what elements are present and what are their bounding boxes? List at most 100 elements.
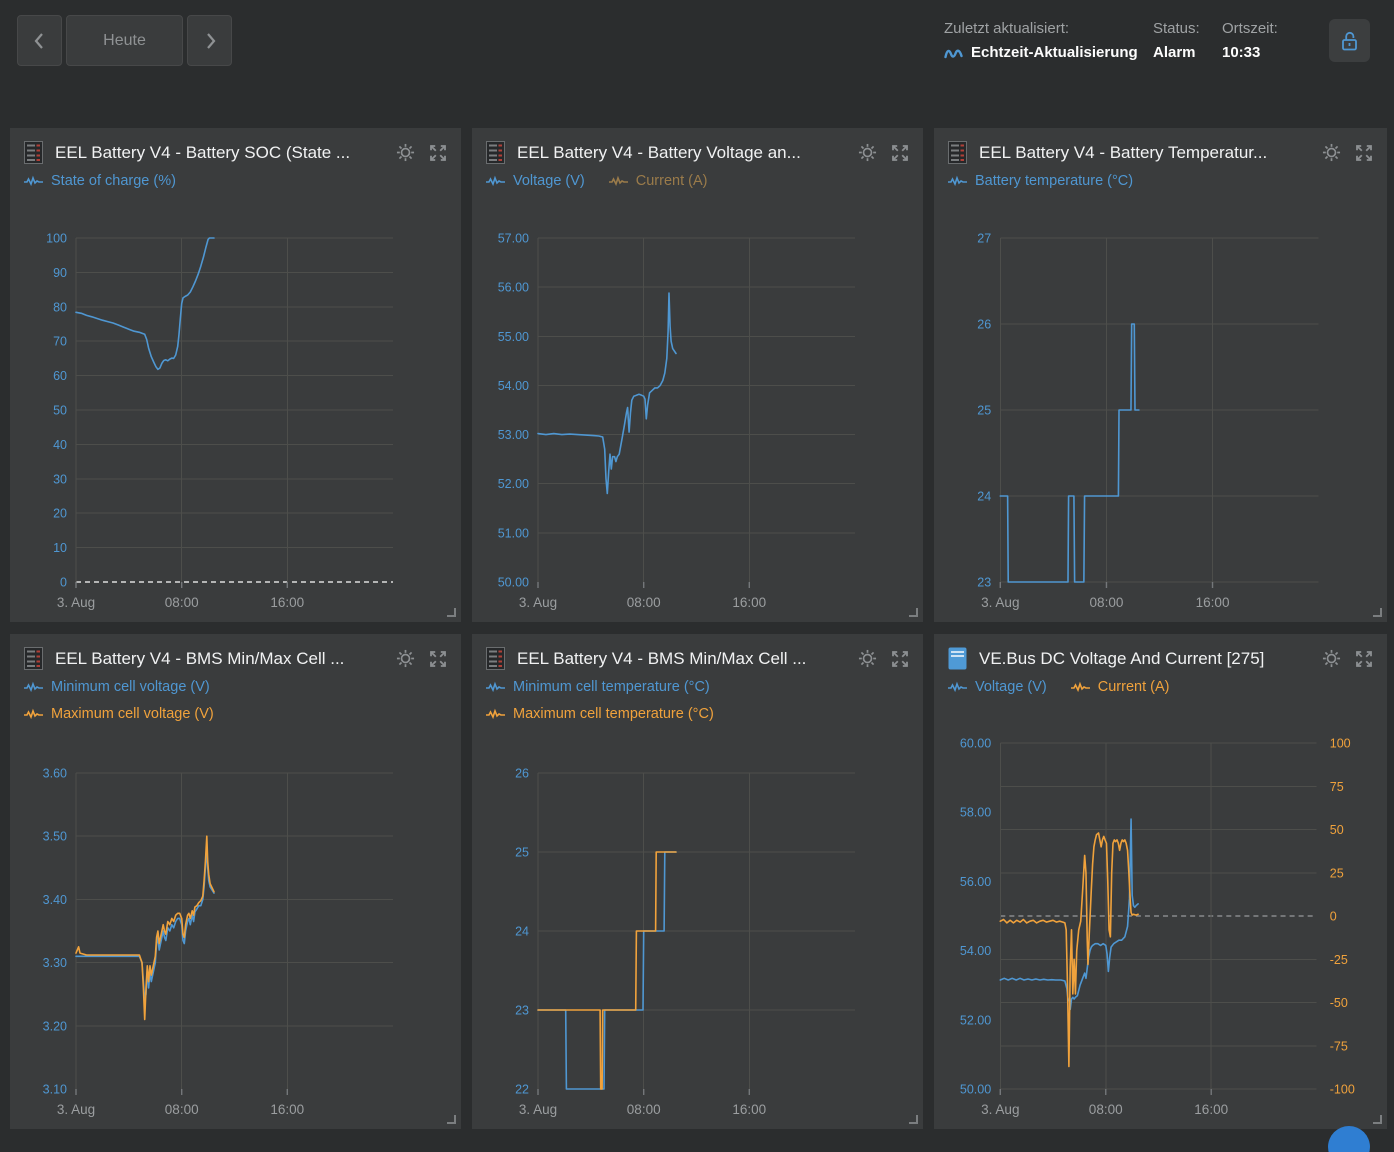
legend-state-of-charge[interactable]: State of charge (%) [24, 173, 176, 189]
panel-battery-soc: EEL Battery V4 - Battery SOC (State ... [10, 128, 461, 622]
svg-text:3. Aug: 3. Aug [981, 1102, 1019, 1117]
svg-text:60: 60 [53, 369, 67, 383]
series-squiggle-icon [608, 175, 628, 187]
series-squiggle-icon [948, 681, 967, 693]
battery-rack-icon [24, 141, 43, 164]
svg-text:-25: -25 [1330, 953, 1348, 967]
svg-text:3.60: 3.60 [43, 767, 67, 781]
svg-text:3.20: 3.20 [43, 1019, 67, 1033]
svg-text:3. Aug: 3. Aug [57, 595, 95, 610]
localtime-label: Ortszeit: [1222, 20, 1278, 37]
svg-text:100: 100 [1330, 737, 1351, 751]
legend-battery-temperature[interactable]: Battery temperature (°C) [948, 173, 1133, 189]
battery-rack-icon [486, 647, 505, 670]
legend-min-cell-temperature[interactable]: Minimum cell temperature (°C) [486, 679, 710, 695]
vebus-dc-chart[interactable]: 3. Aug 08:00 16:00 60.00 58.00 56.00 54.00 52.0… [934, 727, 1387, 1129]
svg-text:52.00: 52.00 [960, 1013, 991, 1027]
svg-text:24: 24 [515, 925, 529, 939]
legend-max-cell-temperature[interactable]: Maximum cell temperature (°C) [486, 706, 714, 722]
gear-icon[interactable] [394, 648, 416, 670]
gear-icon[interactable] [394, 142, 416, 164]
gear-icon[interactable] [1320, 648, 1342, 670]
expand-icon[interactable] [1353, 142, 1375, 164]
panel-header: EEL Battery V4 - BMS Min/Max Cell ... [10, 634, 461, 722]
legend-min-cell-voltage[interactable]: Minimum cell voltage (V) [24, 679, 210, 695]
svg-text:25: 25 [515, 846, 529, 860]
expand-icon[interactable] [427, 142, 449, 164]
panel-resize-handle[interactable] [1373, 608, 1382, 617]
svg-text:75: 75 [1330, 780, 1344, 794]
last-updated-label: Zuletzt aktualisiert: [944, 20, 1070, 37]
svg-text:57.00: 57.00 [498, 232, 529, 246]
gear-icon[interactable] [1320, 142, 1342, 164]
minmax-cell-temperature-chart[interactable]: 3. Aug 08:00 16:00 26 25 24 23 22 [472, 757, 923, 1129]
gear-icon[interactable] [856, 142, 878, 164]
svg-text:3.10: 3.10 [43, 1083, 67, 1097]
expand-icon[interactable] [889, 648, 911, 670]
legend-voltage[interactable]: Voltage (V) [948, 679, 1047, 695]
svg-text:16:00: 16:00 [270, 595, 304, 610]
svg-text:16:00: 16:00 [732, 595, 766, 610]
panel-header: EEL Battery V4 - Battery SOC (State ... [10, 128, 461, 189]
battery-rack-icon [24, 647, 43, 670]
panel-resize-handle[interactable] [909, 1115, 918, 1124]
legend-current-disabled[interactable]: Current (A) [608, 173, 707, 189]
next-day-button[interactable] [187, 15, 232, 66]
legend-current[interactable]: Current (A) [1070, 679, 1169, 695]
minmax-cell-voltage-chart[interactable]: 3. Aug 08:00 16:00 3.60 3.50 3.40 3.30 3.20 3.10 [10, 757, 461, 1129]
svg-text:3.50: 3.50 [43, 830, 67, 844]
prev-day-button[interactable] [17, 15, 62, 66]
svg-text:10: 10 [53, 541, 67, 555]
expand-icon[interactable] [1353, 648, 1375, 670]
panel-title: VE.Bus DC Voltage And Current [275] [979, 648, 1265, 668]
svg-text:56.00: 56.00 [960, 875, 991, 889]
svg-text:16:00: 16:00 [270, 1102, 304, 1117]
status-badge: Alarm [1153, 44, 1196, 61]
panel-title: EEL Battery V4 - Battery Voltage an... [517, 142, 801, 162]
panel-title: EEL Battery V4 - BMS Min/Max Cell ... [517, 648, 807, 668]
svg-text:100: 100 [46, 232, 67, 246]
dashboard-grid: EEL Battery V4 - Battery SOC (State ... [10, 128, 1387, 1129]
panel-header: EEL Battery V4 - Battery Voltage an... [472, 128, 923, 189]
unlock-dashboard-button[interactable] [1329, 19, 1370, 62]
gear-icon[interactable] [856, 648, 878, 670]
series-squiggle-icon [24, 175, 43, 187]
svg-text:3.30: 3.30 [43, 956, 67, 970]
battery-voltage-chart[interactable]: 3. Aug 08:00 16:00 57.00 56.00 55.00 54.00 53.0… [472, 222, 923, 622]
svg-text:50: 50 [53, 404, 67, 418]
battery-temperature-chart[interactable]: 3. Aug 08:00 16:00 27 26 25 24 23 [934, 222, 1387, 622]
panel-resize-handle[interactable] [447, 1115, 456, 1124]
legend-max-cell-voltage[interactable]: Maximum cell voltage (V) [24, 706, 214, 722]
panel-resize-handle[interactable] [447, 608, 456, 617]
chevron-right-icon [206, 32, 215, 49]
svg-text:16:00: 16:00 [732, 1102, 766, 1117]
svg-text:-100: -100 [1330, 1083, 1355, 1097]
series-squiggle-icon [486, 681, 505, 693]
battery-rack-icon [486, 141, 505, 164]
legend-voltage[interactable]: Voltage (V) [486, 173, 585, 189]
panel-header: EEL Battery V4 - BMS Min/Max Cell ... [472, 634, 923, 722]
svg-text:52.00: 52.00 [498, 477, 529, 491]
expand-icon[interactable] [427, 648, 449, 670]
svg-text:3. Aug: 3. Aug [519, 595, 557, 610]
panel-resize-handle[interactable] [909, 608, 918, 617]
localtime-value: 10:33 [1222, 44, 1261, 61]
svg-text:51.00: 51.00 [498, 526, 529, 540]
series-squiggle-icon [1070, 681, 1090, 693]
help-fab-button[interactable] [1328, 1126, 1370, 1152]
svg-text:70: 70 [53, 335, 67, 349]
status-label: Status: [1153, 20, 1200, 37]
svg-text:24: 24 [977, 490, 991, 504]
svg-text:23: 23 [977, 576, 991, 590]
panel-battery-temperature: EEL Battery V4 - Battery Temperatur... [934, 128, 1387, 622]
svg-text:16:00: 16:00 [1196, 595, 1230, 610]
svg-text:08:00: 08:00 [1090, 595, 1124, 610]
svg-text:0: 0 [60, 576, 67, 590]
realtime-status-text: Echtzeit-Aktualisierung [971, 44, 1138, 61]
unlocked-padlock-icon [1342, 31, 1357, 50]
panel-resize-handle[interactable] [1373, 1115, 1382, 1124]
svg-text:55.00: 55.00 [498, 330, 529, 344]
expand-icon[interactable] [889, 142, 911, 164]
today-button[interactable]: Heute [66, 15, 183, 66]
